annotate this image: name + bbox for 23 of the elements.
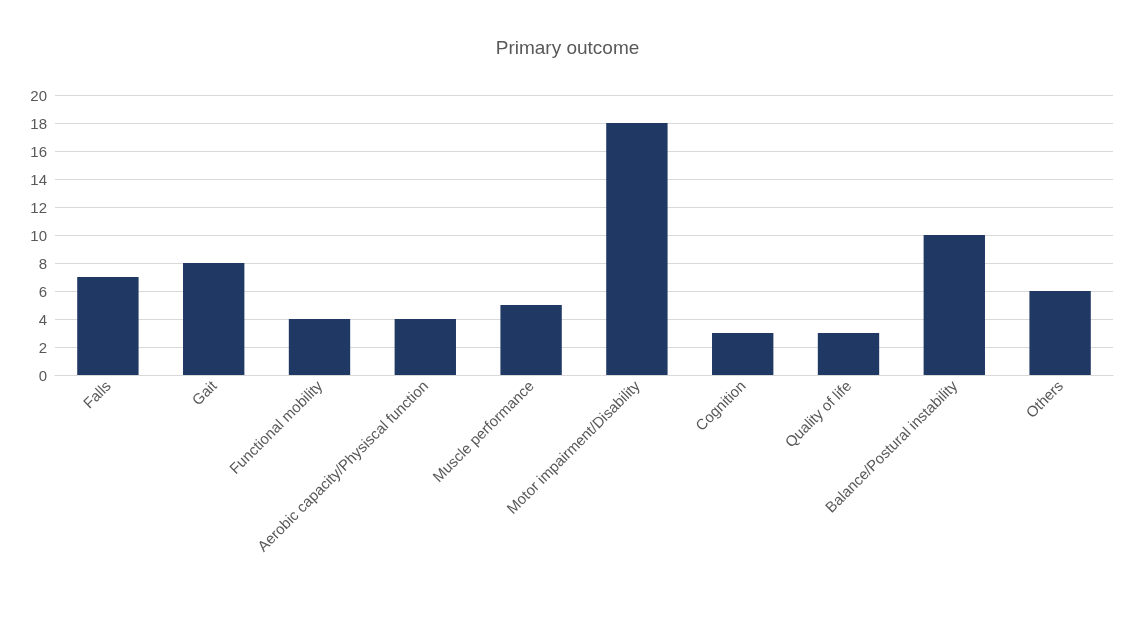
y-tick-label: 14: [30, 170, 47, 188]
y-tick-label: 10: [30, 226, 47, 244]
y-tick-label: 8: [38, 254, 47, 272]
bar: [817, 333, 880, 375]
bar: [712, 333, 774, 375]
bar: [606, 123, 668, 375]
y-tick-label: 18: [30, 114, 47, 132]
bar: [77, 277, 139, 375]
bar: [1029, 291, 1091, 375]
x-tick-label: Gait: [188, 376, 221, 409]
y-tick-label: 12: [30, 198, 47, 216]
chart-title: Primary outcome: [495, 37, 640, 58]
bar: [288, 319, 351, 375]
y-tick-label: 20: [30, 86, 47, 104]
y-tick-label: 6: [38, 282, 47, 300]
y-tick-label: 2: [38, 338, 47, 356]
y-tick-label: 16: [30, 142, 47, 160]
bar: [394, 319, 456, 375]
y-tick-label: 0: [38, 366, 47, 384]
bar: [923, 235, 985, 375]
bar: [500, 305, 562, 375]
bar: [183, 263, 245, 375]
y-tick-label: 4: [38, 310, 47, 328]
